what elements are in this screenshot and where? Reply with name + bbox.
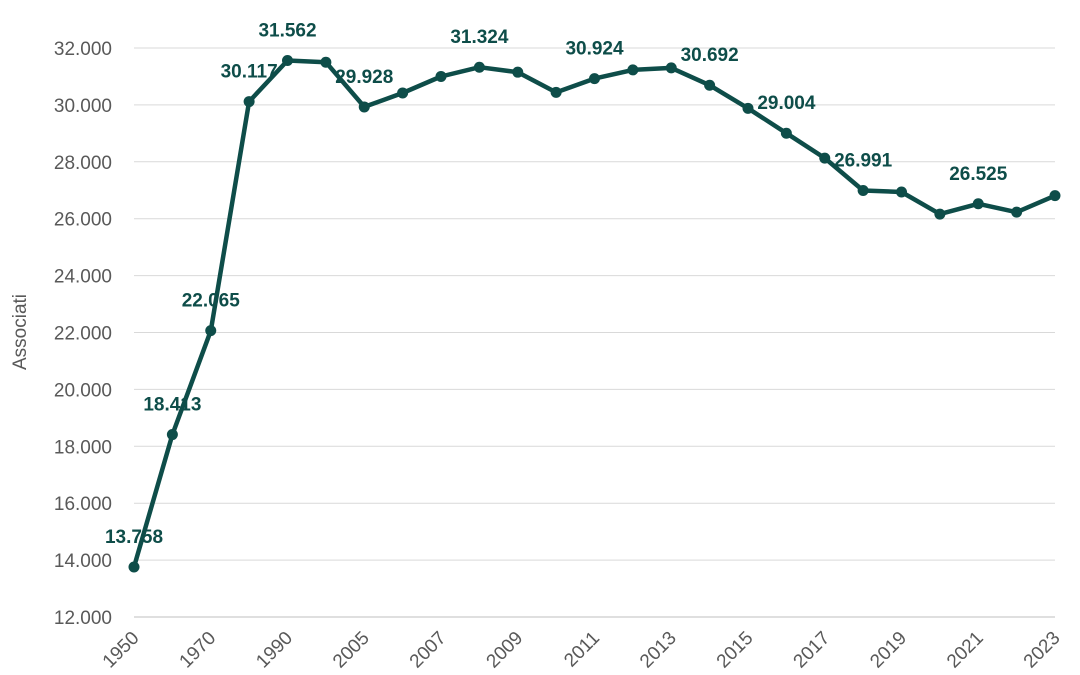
- x-tick-label: 2015: [713, 628, 758, 673]
- y-tick-label: 30.000: [54, 96, 112, 117]
- y-tick-label: 22.000: [54, 324, 112, 345]
- data-point: [972, 198, 984, 210]
- data-point: [1011, 206, 1023, 218]
- data-label: 22.065: [182, 291, 241, 312]
- y-tick-label: 26.000: [54, 210, 112, 231]
- data-point: [358, 101, 370, 113]
- x-tick-label: 2019: [866, 628, 911, 673]
- x-tick-label: 2009: [483, 628, 528, 673]
- data-label: 26.525: [949, 164, 1008, 185]
- data-points: [128, 54, 1061, 573]
- data-point: [742, 102, 754, 114]
- data-label: 30.692: [681, 45, 739, 66]
- x-tick-label: 1970: [176, 628, 221, 673]
- y-tick-label: 12.000: [54, 608, 112, 629]
- data-point: [205, 325, 217, 337]
- data-point: [128, 561, 140, 573]
- data-point: [550, 86, 562, 98]
- y-axis-label: Associati: [10, 294, 31, 370]
- data-label: 18.413: [143, 395, 201, 416]
- data-point: [589, 73, 600, 85]
- y-tick-label: 28.000: [54, 153, 112, 174]
- data-point: [934, 208, 946, 220]
- x-tick-label: 1990: [252, 628, 297, 673]
- data-label: 30.117: [221, 62, 278, 83]
- y-tick-label: 16.000: [54, 494, 112, 515]
- data-point: [243, 96, 255, 108]
- y-tick-label: 18.000: [54, 437, 112, 458]
- data-point: [282, 54, 293, 66]
- data-point: [704, 79, 716, 91]
- data-point: [473, 61, 485, 73]
- data-point: [320, 56, 332, 68]
- data-label: 29.928: [335, 67, 393, 88]
- x-tick-label: 2023: [1020, 628, 1065, 673]
- y-tick-label: 14.000: [54, 551, 112, 572]
- x-tick-label: 2017: [790, 628, 835, 673]
- y-tick-label: 24.000: [54, 267, 112, 288]
- x-axis-ticks: 1950 1970 1990 2005 2007 2009 2011 2013 2015 2017…: [99, 628, 1065, 673]
- data-point: [1049, 190, 1061, 202]
- data-label: 29.004: [757, 93, 816, 114]
- series-line-path: [131, 58, 1058, 570]
- y-tick-label: 20.000: [54, 380, 112, 401]
- gridlines: [134, 47, 1055, 618]
- data-point: [397, 87, 409, 99]
- x-tick-label: 2013: [636, 628, 681, 673]
- data-label: 31.562: [258, 20, 316, 41]
- data-point: [435, 70, 447, 82]
- data-point: [819, 152, 831, 164]
- x-tick-label: 2021: [943, 628, 988, 673]
- data-point: [166, 429, 178, 441]
- data-point: [512, 66, 524, 78]
- x-tick-label: 1950: [99, 628, 144, 673]
- data-point: [857, 185, 869, 197]
- data-label: 31.324: [450, 27, 509, 48]
- y-axis-ticks: 12.000 14.000 16.000 18.000 20.000 22.000 24.0…: [54, 39, 112, 629]
- x-tick-label: 2005: [329, 628, 374, 673]
- data-labels: 13.758 18.413 22.065 30.117 31.562 29.928 31.3…: [105, 20, 1008, 548]
- y-tick-label: 32.000: [54, 39, 112, 60]
- data-point: [665, 62, 677, 74]
- data-point: [896, 186, 907, 198]
- data-label: 13.758: [105, 527, 163, 548]
- data-label: 30.924: [565, 39, 624, 60]
- series-line: [131, 58, 1058, 570]
- data-point: [627, 64, 639, 76]
- x-tick-label: 2007: [406, 628, 451, 673]
- data-point: [780, 127, 792, 139]
- x-tick-label: 2011: [560, 628, 604, 672]
- data-label: 26.991: [834, 151, 893, 172]
